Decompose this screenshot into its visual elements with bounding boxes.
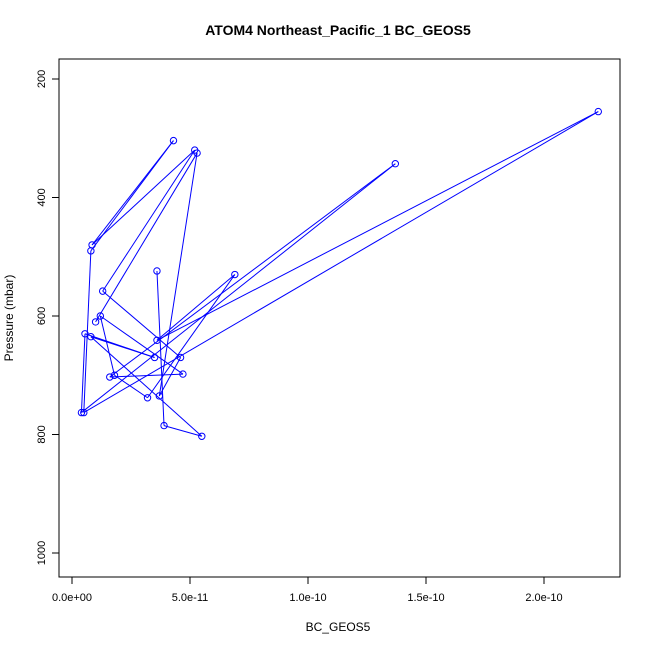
series-segment [100,315,184,375]
series-segment [102,290,181,358]
data-point [110,371,119,379]
data-point [106,373,114,381]
data-point [176,353,185,362]
series-segment [81,163,396,413]
data-point [96,312,105,320]
data-point [81,330,89,338]
series-segment [156,111,599,341]
data-point [391,160,400,168]
x-tick-label: 5.0e-11 [172,592,209,604]
data-point [80,408,88,417]
x-axis: 0.0e+00 5.0e-11 1.0e-10 1.5e-10 2.0e-10 [52,576,563,604]
y-axis-label: Pressure (mbar) [2,275,16,362]
data-point [153,267,161,275]
data-point [160,421,168,430]
series-segment [91,140,174,246]
series-points [77,107,602,440]
series-segment [95,152,198,323]
x-tick-label: 1.0e-10 [289,592,326,604]
data-point [150,353,159,362]
data-point [155,392,164,400]
data-point [169,136,178,145]
series-lines [80,111,599,437]
y-axis: 200 400 600 800 1000 [36,70,60,565]
x-tick-label: 0.0e+00 [52,592,92,604]
data-point [77,408,86,417]
y-tick-label: 800 [36,425,48,443]
data-point [87,333,95,341]
data-point [179,370,187,378]
y-tick-label: 400 [36,188,48,206]
series-segment [90,336,203,437]
series-segment [156,270,165,426]
series-segment [102,149,196,292]
data-point [143,394,152,402]
series-segment [156,274,236,341]
data-point [198,432,206,440]
y-tick-label: 1000 [36,541,48,565]
series-segment [109,163,396,378]
series-segment [99,315,115,376]
series-segment [91,149,196,246]
x-tick-label: 2.0e-10 [525,592,562,604]
series-segment [163,425,202,437]
plot-frame [58,58,621,578]
y-tick-label: 200 [36,70,48,88]
data-point [88,241,96,249]
y-tick-label: 600 [36,307,48,325]
chart-title: ATOM4 Northeast_Pacific_1 BC_GEOS5 [205,22,471,38]
data-point [98,287,107,295]
data-point [91,318,100,326]
series-segment [83,111,599,414]
series-segment [80,333,86,413]
series-segment [114,374,148,399]
series-segment [147,274,236,399]
series-segment [84,333,155,358]
x-axis-label: BC_GEOS5 [306,620,371,634]
data-point [193,149,201,157]
series-segment [158,152,198,397]
series-segment [158,357,181,397]
x-tick-label: 1.5e-10 [407,592,444,604]
data-point [231,270,239,279]
data-point [153,336,161,344]
data-point [594,107,602,116]
